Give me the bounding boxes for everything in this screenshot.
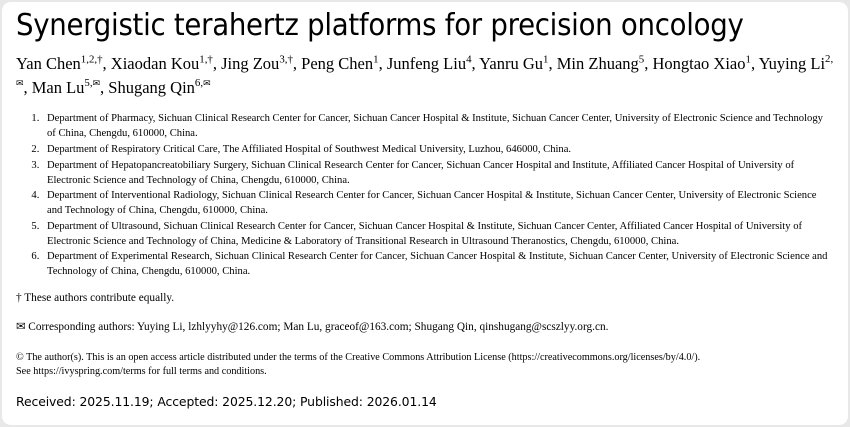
affiliation-item: Department of Experimental Research, Sic… [42,249,834,279]
author-name: Jing Zou [221,53,280,73]
affiliation-list: Department of Pharmacy, Sichuan Clinical… [16,111,834,279]
author-name: Yanru Gu [479,53,544,73]
author-name: Junfeng Liu [386,53,467,73]
author-notes: † These authors contribute equally. ✉ Co… [16,291,834,336]
author-name: Shugang Qin [108,77,195,97]
author-affiliation-marker: 1 [543,53,549,66]
author-name: Yan Chen [16,53,81,73]
equal-contribution-note: † These authors contribute equally. [16,292,175,305]
affiliation-item: Department of Pharmacy, Sichuan Clinical… [42,111,834,141]
author-affiliation-marker: 5 [638,53,645,66]
author-affiliation-marker: 1 [373,53,379,66]
envelope-icon: ✉ [16,79,24,90]
author-affiliation-marker: 3,† [279,53,293,66]
author-name: Peng Chen [301,53,374,73]
envelope-icon: ✉ [92,79,101,90]
affiliation-item: Department of Interventional Radiology, … [42,188,834,218]
copyright-line-1: © The author(s). This is an open access … [16,351,701,363]
envelope-icon: ✉ [203,79,211,90]
author-affiliation-marker: 1,† [199,53,213,66]
author-name: Yuying Li [758,53,826,73]
corresponding-authors-note: ✉ Corresponding authors: Yuying Li, lzhl… [16,321,609,334]
affiliation-item: Department of Hepatopancreatobiliary Sur… [42,158,834,188]
author-name: Xiaodan Kou [110,53,200,73]
publication-dates: Received: 2025.11.19; Accepted: 2025.12.… [16,393,437,409]
author-affiliation-marker: 4 [466,53,472,66]
author-list: Yan Chen1,2,†, Xiaodan Kou1,†, Jing Zou3… [16,53,834,97]
page-title: Synergistic terahertz platforms for prec… [16,8,744,43]
author-affiliation-marker: 1,2,† [80,53,103,66]
affiliation-item: Department of Respiratory Critical Care,… [42,142,834,157]
affiliation-item: Department of Ultrasound, Sichuan Clinic… [42,219,834,249]
author-affiliation-marker: 2,✉ [16,53,834,90]
author-affiliation-marker: 5,✉ [84,77,101,90]
author-name: Hongtao Xiao [652,53,746,73]
author-name: Man Lu [31,77,85,97]
author-affiliation-marker: 6,✉ [194,77,211,90]
author-affiliation-marker: 1 [745,53,751,66]
copyright-notice: © The author(s). This is an open access … [16,351,834,380]
author-name: Min Zhuang [556,53,639,73]
copyright-line-2: See https://ivyspring.com/terms for full… [16,366,267,378]
